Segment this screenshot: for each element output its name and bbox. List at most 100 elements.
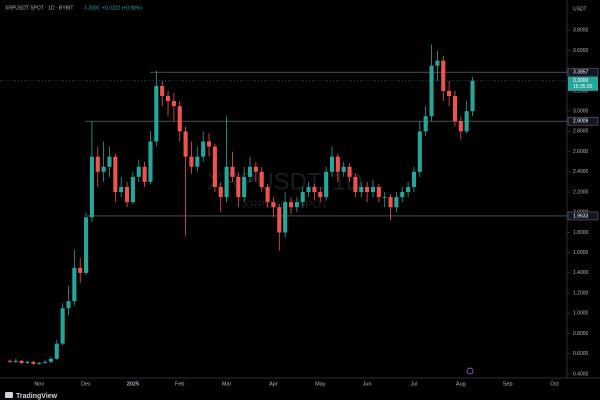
candle-body	[177, 106, 182, 132]
candle-body	[160, 85, 165, 97]
level-label: 3.3857	[573, 70, 589, 76]
x-tick-label: 2025	[127, 381, 139, 387]
candle-body	[324, 171, 329, 198]
x-tick-label: Apr	[269, 381, 278, 387]
candle-body	[353, 176, 358, 193]
candle-body	[423, 116, 428, 132]
candle-body	[31, 361, 36, 364]
candle-body	[154, 85, 159, 142]
level-box	[567, 116, 599, 126]
candle-body	[78, 267, 83, 273]
candle-body	[89, 156, 94, 218]
candle-body	[130, 176, 135, 203]
y-tick-label: 3.8000	[573, 28, 589, 34]
symbol-header: XRPUSDT SPOT · 1D · BYBIT	[5, 5, 73, 11]
candle-body	[382, 197, 387, 198]
candle-body	[101, 166, 106, 172]
x-tick-label: Feb	[175, 381, 184, 387]
level-box	[567, 211, 599, 221]
y-tick-label: 2.8000	[573, 129, 589, 135]
y-tick-label: 1.4000	[573, 270, 589, 276]
candle-body	[119, 186, 124, 193]
candle-body	[230, 166, 235, 177]
last-price-box	[568, 76, 598, 91]
candle-body	[411, 171, 417, 187]
y-tick-label: 3.6000	[573, 48, 589, 54]
candle-body	[435, 60, 440, 66]
level-box	[567, 67, 599, 77]
candle-body	[452, 96, 458, 122]
watermark: XRPUSDT, 1D	[207, 168, 363, 195]
y-tick-label: 2.4000	[573, 169, 589, 175]
x-tick-label: Oct	[550, 381, 559, 387]
candle-body	[60, 308, 65, 344]
candle-body	[335, 156, 340, 172]
candle-body	[54, 343, 59, 359]
x-tick-label: Aug	[456, 381, 466, 387]
candle-body	[306, 186, 311, 193]
candle-body	[195, 156, 200, 167]
brand: TradingView	[16, 393, 58, 400]
candle-body	[359, 186, 364, 193]
y-tick-label: 0.4000	[573, 371, 589, 377]
candle-body	[388, 197, 393, 208]
candle-body	[37, 362, 42, 364]
candle-body	[107, 156, 112, 167]
y-tick-label: 1.0000	[573, 311, 589, 317]
candle-body	[247, 166, 253, 177]
x-tick-label: May	[315, 381, 326, 387]
candle-body	[329, 156, 335, 172]
x-tick-label: Jul	[410, 381, 417, 387]
candle-body	[183, 131, 188, 157]
candle-body	[7, 360, 12, 362]
header-change: +0.0322 (+0.98%)	[102, 5, 142, 11]
candle-body	[447, 90, 452, 97]
currency: USDT	[573, 6, 587, 12]
y-tick-label: 2.6000	[573, 149, 589, 155]
y-tick-label: 1.2000	[573, 290, 589, 296]
candle-body	[253, 166, 258, 172]
candle-body	[113, 156, 118, 193]
candle-body	[429, 65, 434, 117]
candle-body	[265, 186, 270, 203]
candle-body	[283, 202, 288, 233]
candle-body	[394, 197, 399, 208]
candle-body	[218, 186, 223, 198]
y-tick-label: 0.6000	[573, 351, 589, 357]
candle-body	[376, 186, 381, 198]
candle-body	[400, 192, 405, 198]
y-tick-label: 0.8000	[573, 331, 589, 337]
candle-body	[171, 101, 176, 107]
candle-body	[142, 166, 147, 182]
candle-body	[470, 80, 475, 112]
candle-body	[242, 176, 247, 198]
candle-body	[201, 141, 206, 157]
x-tick-label: Jun	[363, 381, 372, 387]
candle-body	[259, 171, 264, 187]
candle-body	[189, 156, 194, 167]
brand-logo: TradingView	[5, 392, 58, 400]
candle-body	[365, 186, 370, 193]
candle-body	[95, 156, 100, 172]
candle-body	[271, 202, 276, 208]
x-tick-label: Nov	[34, 381, 44, 387]
event-icon[interactable]	[466, 367, 474, 375]
candle-body	[48, 358, 53, 362]
level-label: 2.9009	[573, 119, 589, 125]
x-tick-label: Dec	[81, 381, 91, 387]
level-label: 1.9633	[573, 213, 589, 219]
logo-mark	[5, 392, 13, 398]
candle-body	[66, 301, 71, 309]
candle-body	[136, 166, 141, 177]
candle-body	[72, 267, 77, 302]
candle-body	[148, 141, 153, 182]
y-tick-label: 3.2000	[573, 88, 589, 94]
candle-body	[318, 192, 323, 198]
x-tick-label: Sep	[503, 381, 513, 387]
candle-body	[124, 186, 130, 203]
candle-body	[13, 360, 18, 362]
candle-body	[288, 202, 294, 208]
